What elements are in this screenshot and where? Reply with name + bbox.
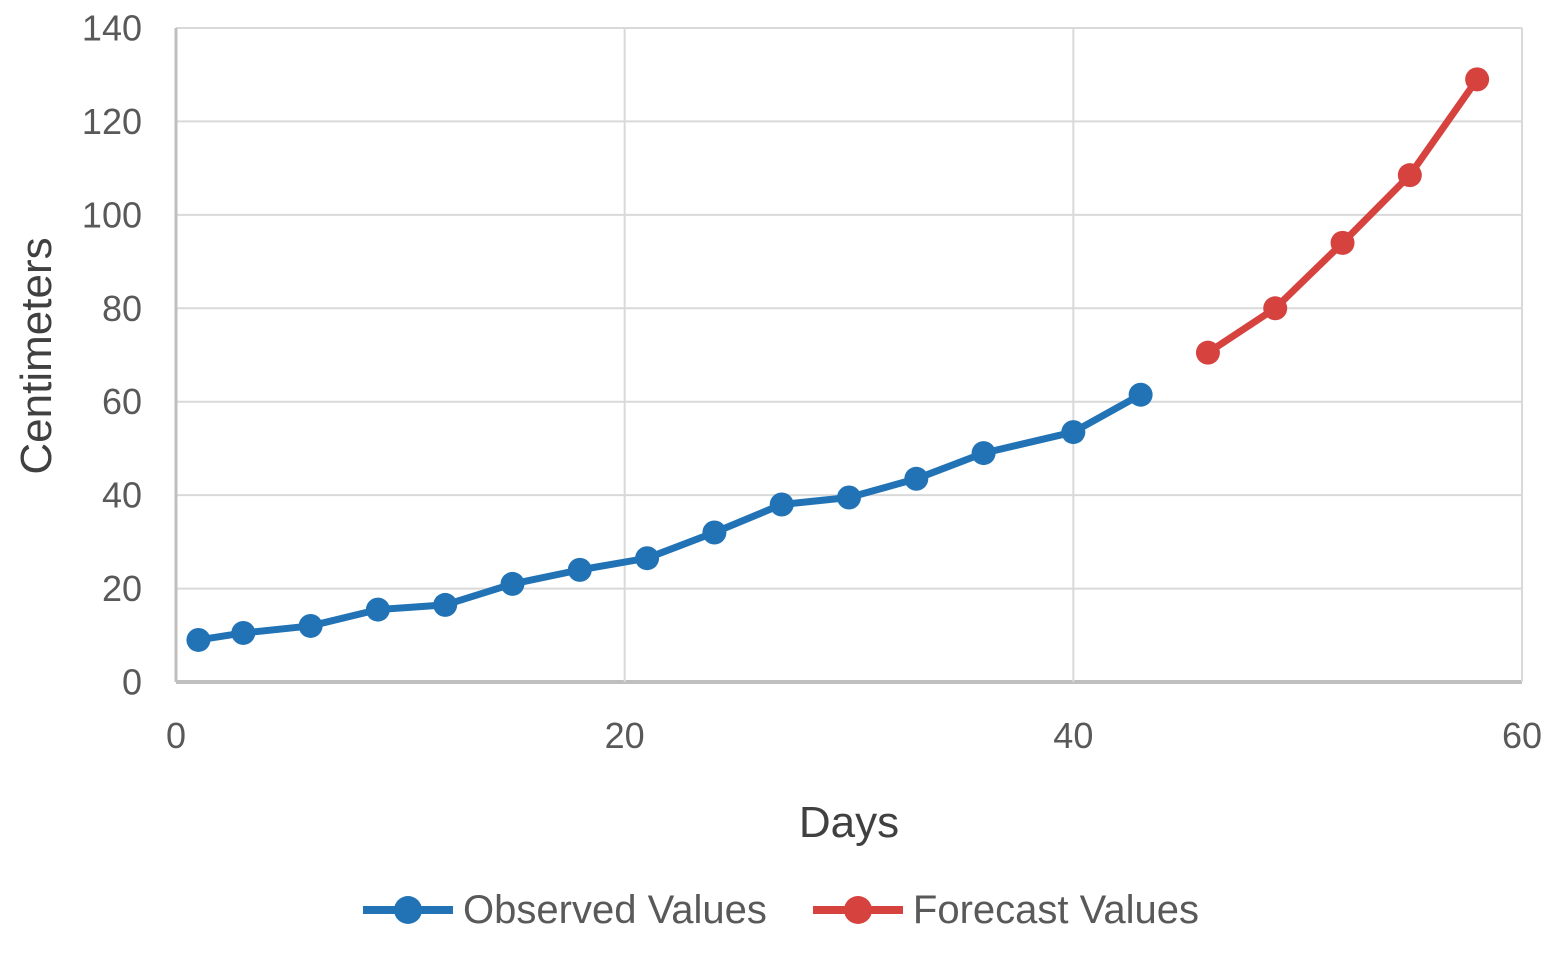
data-point-observed	[433, 592, 458, 617]
data-point-observed	[567, 557, 592, 582]
data-point-observed	[702, 520, 727, 545]
data-point-observed	[769, 492, 794, 517]
y-tick-label: 140	[82, 8, 142, 49]
y-tick-label: 100	[82, 194, 142, 235]
series-line-observed	[194, 391, 1145, 644]
data-point-observed	[186, 627, 211, 652]
plot-area: 0 20 40 60 80 100 120 140 0 20 40 60	[82, 8, 1542, 757]
data-point-observed	[837, 485, 861, 510]
y-tick-label: 120	[82, 101, 142, 142]
legend-item-forecast: Forecast Values	[811, 890, 1199, 930]
series-line-forecast	[1204, 75, 1481, 357]
data-point-forecast	[1465, 67, 1490, 92]
data-point-observed	[365, 597, 390, 622]
forecast-series-marker-icon	[812, 896, 903, 924]
data-point-observed	[1128, 382, 1153, 407]
x-tick-label: 60	[1502, 715, 1542, 756]
y-tick-label: 40	[102, 475, 142, 516]
y-tick-label: 20	[102, 568, 142, 609]
legend-label-observed: Observed Values	[463, 888, 767, 932]
x-axis-title: Days	[798, 798, 900, 847]
data-point-forecast	[1195, 340, 1220, 365]
data-point-observed	[298, 613, 323, 638]
legend-label-forecast: Forecast Values	[912, 888, 1199, 932]
y-tick-label: 60	[102, 381, 142, 422]
x-tick-label: 20	[605, 715, 645, 756]
data-point-observed	[971, 441, 996, 466]
y-tick-label: 80	[102, 288, 142, 329]
legend: Observed Values Forecast Values	[0, 890, 1560, 930]
y-tick-label: 0	[122, 662, 142, 703]
x-tick-label: 0	[166, 715, 186, 756]
y-axis-title: Centimeters	[12, 237, 61, 475]
data-point-observed	[500, 571, 525, 596]
legend-item-observed: Observed Values	[361, 890, 767, 930]
data-point-observed	[904, 466, 929, 491]
data-point-observed	[231, 620, 256, 645]
x-tick-label: 40	[1053, 715, 1093, 756]
data-point-forecast	[1330, 230, 1355, 255]
data-point-observed	[635, 546, 660, 571]
data-point-forecast	[1263, 296, 1288, 321]
data-point-observed	[1061, 420, 1086, 445]
data-point-forecast	[1397, 163, 1422, 188]
observed-series-marker-icon	[363, 896, 454, 924]
